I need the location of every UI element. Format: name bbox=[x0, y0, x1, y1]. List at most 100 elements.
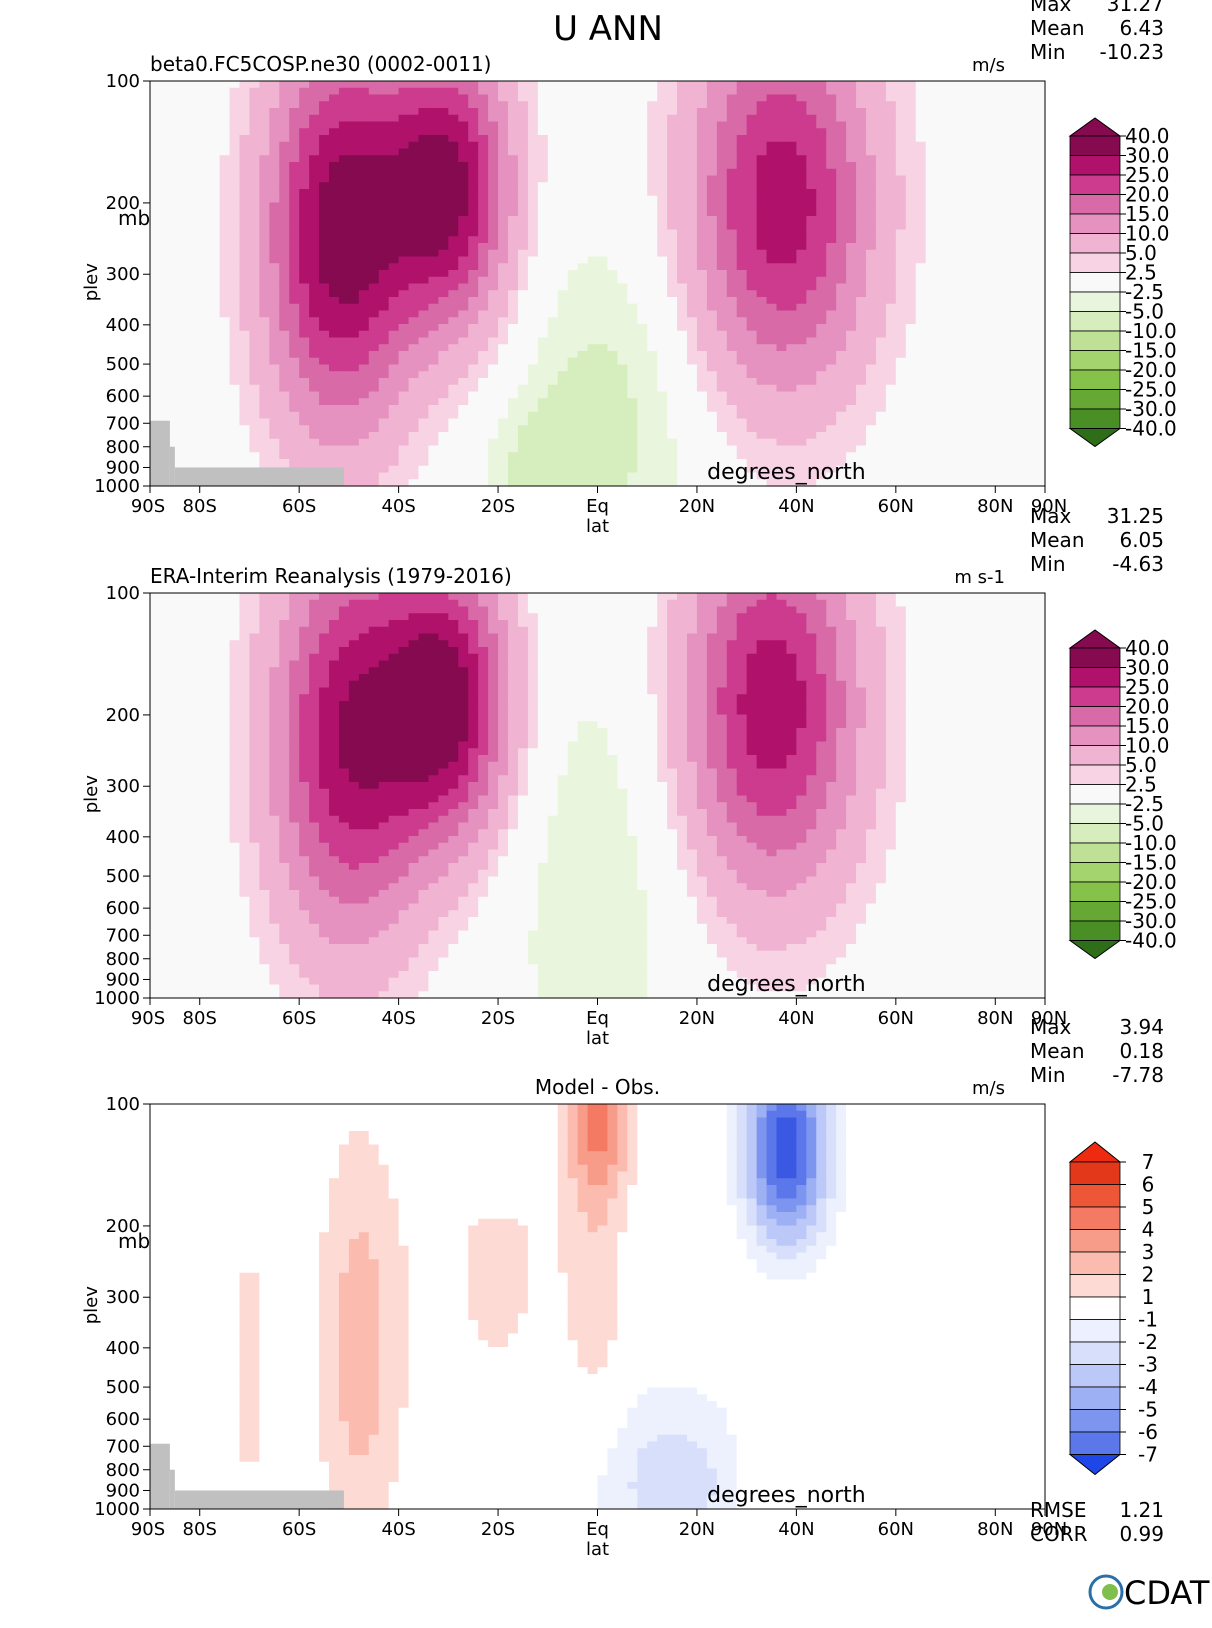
contour-cell bbox=[836, 419, 847, 426]
contour-cell bbox=[299, 203, 310, 210]
contour-cell bbox=[667, 365, 678, 372]
contour-cell bbox=[588, 358, 599, 365]
contour-cell bbox=[349, 122, 360, 129]
contour-cell bbox=[1015, 425, 1026, 432]
contour-cell bbox=[697, 317, 708, 324]
contour-cell bbox=[816, 277, 827, 284]
contour-cell bbox=[409, 169, 420, 176]
contour-cell bbox=[747, 243, 758, 250]
contour-cell bbox=[428, 317, 439, 324]
contour-cell bbox=[856, 169, 867, 176]
contour-cell bbox=[1025, 182, 1036, 189]
contour-cell bbox=[369, 135, 380, 142]
contour-cell bbox=[956, 351, 967, 358]
contour-cell bbox=[349, 371, 360, 378]
contour-cell bbox=[717, 358, 728, 365]
contour-cell bbox=[369, 236, 380, 243]
contour-cell bbox=[240, 169, 251, 176]
contour-cell bbox=[428, 358, 439, 365]
contour-cell bbox=[647, 243, 658, 250]
contour-cell bbox=[230, 284, 241, 291]
contour-cell bbox=[767, 446, 778, 453]
contour-cell bbox=[528, 358, 539, 365]
contour-cell bbox=[468, 250, 479, 257]
contour-cell bbox=[707, 196, 718, 203]
contour-cell bbox=[488, 365, 499, 372]
contour-cell bbox=[259, 378, 270, 385]
contour-cell bbox=[230, 203, 241, 210]
contour-cell bbox=[558, 297, 569, 304]
contour-cell bbox=[249, 290, 260, 297]
contour-cell bbox=[926, 169, 937, 176]
contour-cell bbox=[677, 189, 688, 196]
contour-cell bbox=[309, 196, 320, 203]
contour-cell bbox=[916, 115, 927, 122]
contour-cell bbox=[220, 358, 231, 365]
contour-cell bbox=[946, 419, 957, 426]
contour-cell bbox=[906, 371, 917, 378]
contour-cell bbox=[150, 243, 161, 250]
contour-cell bbox=[737, 169, 748, 176]
contour-cell bbox=[836, 425, 847, 432]
contour-cell bbox=[428, 81, 439, 88]
contour-cell bbox=[299, 149, 310, 156]
contour-cell bbox=[826, 358, 837, 365]
contour-cell bbox=[498, 371, 509, 378]
contour-cell bbox=[279, 432, 290, 439]
contour-cell bbox=[319, 297, 330, 304]
contour-cell bbox=[488, 169, 499, 176]
contour-cell bbox=[409, 277, 420, 284]
contour-cell bbox=[627, 290, 638, 297]
contour-cell bbox=[946, 351, 957, 358]
contour-cell bbox=[259, 142, 270, 149]
contour-cell bbox=[637, 304, 648, 311]
contour-cell bbox=[220, 297, 231, 304]
contour-cell bbox=[975, 209, 986, 216]
contour-cell bbox=[488, 358, 499, 365]
contour-cell bbox=[687, 277, 698, 284]
contour-cell bbox=[389, 162, 400, 169]
contour-cell bbox=[786, 425, 797, 432]
contour-cell bbox=[677, 263, 688, 270]
contour-cell bbox=[926, 419, 937, 426]
contour-cell bbox=[1015, 101, 1026, 108]
contour-cell bbox=[369, 101, 380, 108]
contour-cell bbox=[448, 155, 459, 162]
contour-cell bbox=[379, 270, 390, 277]
contour-cell bbox=[1015, 284, 1026, 291]
contour-cell bbox=[786, 324, 797, 331]
contour-cell bbox=[607, 398, 618, 405]
contour-cell bbox=[607, 446, 618, 453]
contour-cell bbox=[478, 196, 489, 203]
contour-cell bbox=[856, 398, 867, 405]
contour-cell bbox=[965, 432, 976, 439]
contour-cell bbox=[528, 81, 539, 88]
contour-cell bbox=[816, 371, 827, 378]
contour-cell bbox=[160, 209, 171, 216]
contour-cell bbox=[329, 209, 340, 216]
contour-cell bbox=[727, 439, 738, 446]
contour-cell bbox=[518, 182, 529, 189]
contour-cell bbox=[220, 398, 231, 405]
contour-cell bbox=[687, 405, 698, 412]
contour-cell bbox=[568, 243, 579, 250]
contour-cell bbox=[607, 412, 618, 419]
contour-cell bbox=[230, 223, 241, 230]
contour-cell bbox=[627, 209, 638, 216]
contour-cell bbox=[458, 385, 469, 392]
contour-cell bbox=[747, 135, 758, 142]
contour-cell bbox=[389, 317, 400, 324]
contour-cell bbox=[349, 236, 360, 243]
contour-cell bbox=[468, 425, 479, 432]
contour-cell bbox=[588, 176, 599, 183]
contour-cell bbox=[926, 405, 937, 412]
contour-cell bbox=[647, 209, 658, 216]
contour-cell bbox=[249, 263, 260, 270]
contour-cell bbox=[200, 398, 211, 405]
contour-cell bbox=[737, 439, 748, 446]
contour-cell bbox=[548, 446, 559, 453]
contour-cell bbox=[965, 243, 976, 250]
contour-cell bbox=[399, 250, 410, 257]
contour-cell bbox=[707, 257, 718, 264]
contour-cell bbox=[259, 101, 270, 108]
